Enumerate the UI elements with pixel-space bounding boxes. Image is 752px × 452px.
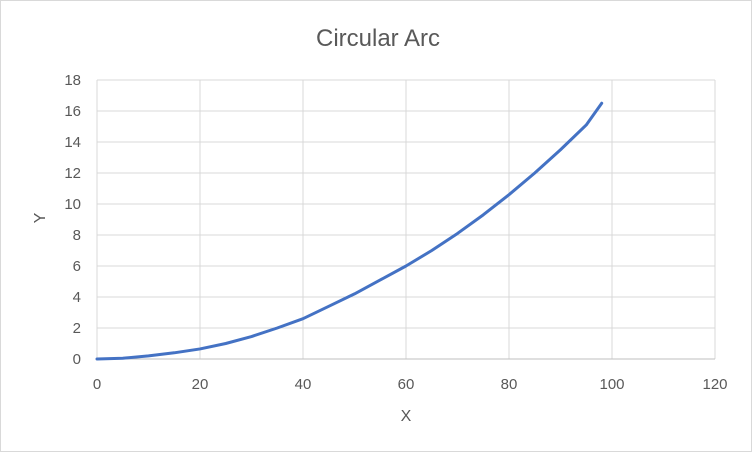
x-tick-label: 40 [295, 376, 312, 393]
y-tick-label: 12 [64, 165, 81, 182]
x-tick-label: 80 [501, 376, 518, 393]
x-axis-label: X [401, 408, 412, 425]
chart-title: Circular Arc [316, 25, 440, 52]
y-tick-label: 10 [64, 196, 81, 213]
y-tick-label: 4 [73, 289, 81, 306]
y-tick-label: 14 [64, 134, 81, 151]
y-tick-label: 6 [73, 258, 81, 275]
x-tick-label: 0 [93, 376, 101, 393]
gridlines [97, 80, 715, 359]
x-tick-label: 20 [192, 376, 209, 393]
y-axis-label: Y [32, 212, 49, 223]
y-tick-label: 2 [73, 320, 81, 337]
x-tick-label: 60 [398, 376, 415, 393]
x-tick-label: 100 [599, 376, 624, 393]
y-tick-label: 16 [64, 103, 81, 120]
y-tick-label: 0 [73, 351, 81, 368]
tick-labels: 0 2 4 6 8 10 12 14 16 18 0 20 40 60 80 100 120 [64, 72, 727, 393]
y-tick-label: 8 [73, 227, 81, 244]
y-tick-label: 18 [64, 72, 81, 89]
x-tick-label: 120 [702, 376, 727, 393]
